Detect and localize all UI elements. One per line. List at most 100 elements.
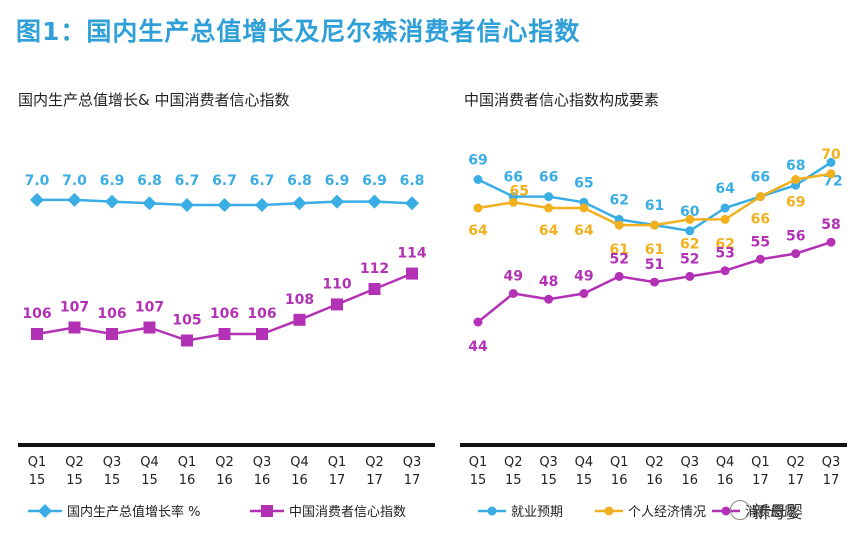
gdp-data-label: 7.0 — [25, 173, 50, 189]
component-point-1 — [614, 220, 624, 230]
legend-component-marker-1 — [604, 506, 614, 516]
legend-component-label-1: 个人经济情况 — [628, 505, 706, 520]
cci-data-label: 107 — [60, 300, 89, 316]
right-x-tick-label: 16 — [682, 473, 699, 488]
gdp-point — [330, 194, 344, 209]
component-point-0 — [826, 157, 836, 167]
component-data-label-0: 60 — [680, 204, 700, 220]
legend-component-label-0: 就业预期 — [511, 505, 563, 520]
watermark: 新母婴 — [752, 503, 803, 523]
left-x-tick-label: Q1 — [178, 455, 197, 470]
cci-data-label: 114 — [397, 246, 426, 262]
left-chart-title: 国内生产总值增长& 中国消费者信心指数 — [18, 91, 290, 109]
legend-cci-label: 中国消费者信心指数 — [289, 505, 406, 520]
legend-gdp-label: 国内生产总值增长率 % — [67, 504, 201, 520]
component-point-2 — [544, 294, 554, 304]
gdp-point — [180, 198, 194, 212]
component-point-1 — [685, 214, 695, 224]
component-data-label-1: 64 — [574, 223, 594, 239]
component-point-1 — [826, 169, 836, 179]
gdp-point — [30, 192, 44, 207]
component-point-1 — [650, 220, 659, 230]
legend-cci-marker — [261, 505, 273, 517]
left-x-tick-label: Q3 — [103, 455, 122, 470]
component-line-0 — [477, 161, 832, 233]
left-x-tick-label: Q4 — [140, 455, 159, 470]
cci-point — [68, 321, 81, 334]
component-data-label-0: 62 — [609, 192, 628, 208]
cci-data-label: 106 — [247, 306, 276, 322]
right-x-tick-label: Q1 — [610, 455, 629, 470]
component-point-2 — [614, 271, 624, 281]
wechat-logo-icon — [730, 500, 750, 520]
component-point-2 — [473, 317, 483, 327]
component-point-2 — [685, 271, 695, 281]
left-x-tick-label: 16 — [216, 473, 233, 488]
gdp-data-label: 6.7 — [250, 173, 275, 189]
component-point-2 — [755, 254, 765, 264]
cci-point — [143, 321, 156, 334]
legend-component-marker-0 — [487, 506, 497, 516]
component-data-label-1: 66 — [751, 212, 770, 228]
component-data-label-2: 53 — [715, 246, 734, 262]
left-x-tick-label: Q2 — [215, 455, 234, 470]
component-point-1 — [579, 203, 589, 213]
gdp-data-label: 6.7 — [212, 173, 237, 189]
component-data-label-2: 52 — [680, 251, 699, 267]
cci-point — [406, 267, 418, 280]
left-x-tick-label: 16 — [254, 473, 271, 488]
component-data-label-0: 65 — [574, 175, 593, 191]
right-x-tick-label: 17 — [752, 473, 769, 488]
component-data-label-2: 56 — [786, 229, 805, 245]
component-data-label-2: 55 — [751, 234, 770, 250]
component-data-label-0: 61 — [645, 198, 664, 214]
left-x-tick-label: Q3 — [253, 455, 272, 470]
gdp-point — [105, 194, 119, 209]
component-data-label-0: 66 — [751, 170, 770, 186]
main-title: 图1：国内生产总值增长及尼尔森消费者信心指数 — [16, 17, 581, 46]
component-data-label-2: 49 — [504, 269, 523, 285]
cci-data-label: 112 — [360, 261, 389, 277]
left-x-tick-label: 17 — [329, 473, 346, 488]
gdp-data-label: 6.8 — [287, 173, 312, 189]
right-x-tick-label: Q4 — [716, 455, 735, 470]
gdp-data-label: 6.8 — [137, 173, 162, 189]
component-point-2 — [791, 249, 801, 259]
gdp-point — [405, 196, 419, 211]
left-x-tick-label: 15 — [66, 473, 83, 488]
left-x-tick-label: 15 — [104, 473, 121, 488]
component-point-2 — [650, 277, 659, 287]
cci-point — [256, 328, 268, 340]
component-data-label-1: 62 — [715, 236, 734, 252]
left-x-tick-label: Q2 — [365, 455, 384, 470]
cci-data-label: 110 — [322, 276, 351, 292]
component-data-label-1: 62 — [680, 236, 699, 252]
legend-gdp-marker — [38, 504, 52, 518]
cci-data-label: 105 — [172, 313, 201, 329]
right-x-tick-label: Q3 — [539, 455, 558, 470]
component-point-1 — [720, 214, 730, 224]
cci-point — [31, 328, 43, 340]
component-point-1 — [508, 197, 518, 207]
right-x-tick-label: Q3 — [822, 455, 841, 470]
component-point-1 — [791, 175, 801, 184]
component-point-1 — [473, 203, 483, 213]
cci-point — [331, 298, 343, 311]
component-point-2 — [720, 266, 730, 276]
component-data-label-2: 51 — [645, 257, 664, 273]
left-x-tick-label: Q1 — [328, 455, 347, 470]
legend-component-marker-2 — [721, 506, 731, 516]
right-x-tick-label: 17 — [823, 473, 840, 488]
component-data-label-2: 44 — [468, 339, 488, 355]
left-x-tick-label: Q3 — [403, 455, 422, 470]
right-x-tick-label: 16 — [717, 473, 734, 488]
right-x-tick-label: 15 — [540, 473, 557, 488]
component-point-1 — [544, 203, 554, 213]
cci-data-label: 108 — [285, 292, 314, 308]
gdp-point — [292, 196, 307, 211]
component-data-label-1: 65 — [510, 183, 529, 199]
gdp-data-label: 6.8 — [400, 173, 425, 189]
component-point-0 — [473, 175, 483, 184]
right-x-tick-label: Q1 — [751, 455, 770, 470]
